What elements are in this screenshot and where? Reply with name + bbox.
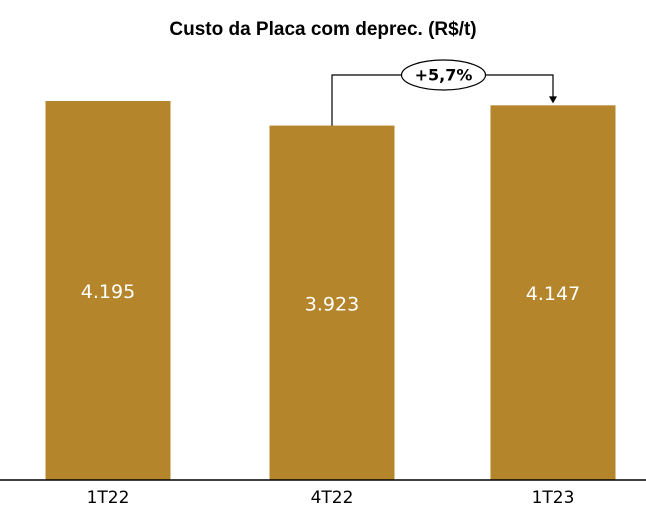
x-tick-label: 4T22 [311, 488, 354, 508]
value-label: 3.923 [305, 293, 359, 315]
annotation-arrow [549, 96, 557, 104]
bar [490, 105, 616, 480]
bar [269, 125, 395, 480]
x-tick-label: 1T23 [532, 488, 575, 508]
x-tick-label: 1T22 [87, 488, 130, 508]
annotation-ellipse [400, 59, 487, 91]
value-label: 4.147 [526, 283, 580, 305]
annotation: +5,7% [415, 66, 473, 85]
bar [45, 101, 171, 480]
value-label: 4.195 [81, 281, 135, 303]
chart-title: Custo da Placa com deprec. (R$/t) [169, 19, 476, 40]
